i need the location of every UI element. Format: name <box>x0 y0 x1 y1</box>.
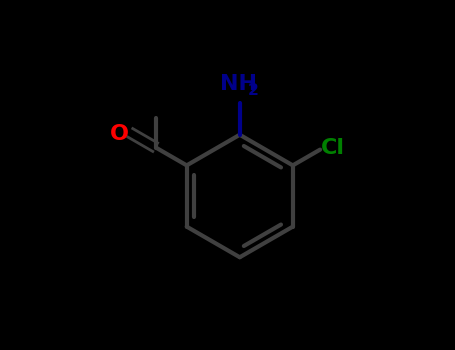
Text: 2: 2 <box>248 83 258 98</box>
Text: Cl: Cl <box>321 138 345 158</box>
Text: NH: NH <box>219 74 257 94</box>
Text: O: O <box>110 124 129 144</box>
